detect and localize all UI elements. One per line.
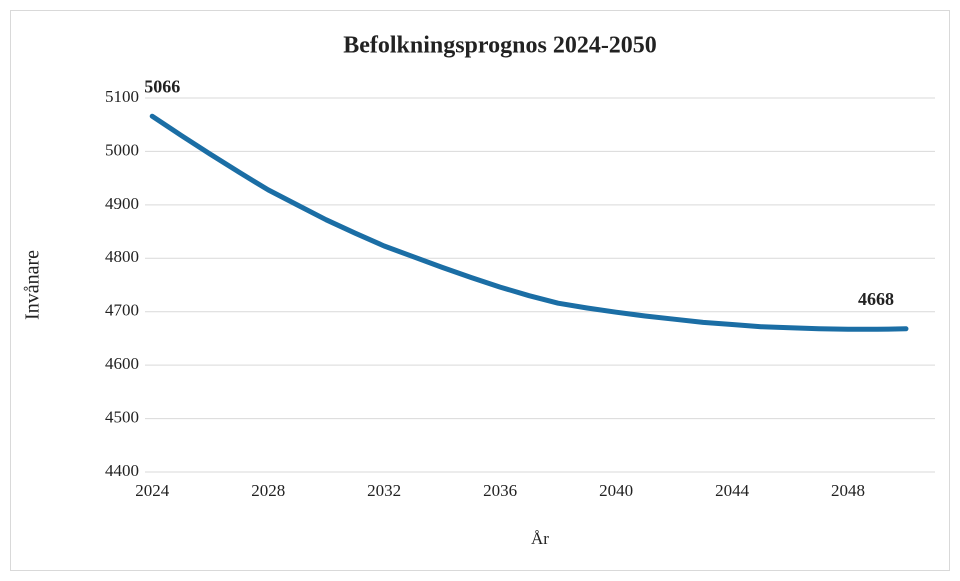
y-tick-label: 5100: [105, 87, 139, 106]
x-tick-label: 2044: [715, 481, 750, 500]
y-tick-label: 4500: [105, 407, 139, 426]
y-axis-label: Invånare: [22, 250, 44, 320]
y-tick-label: 4900: [105, 194, 139, 213]
data-label: 5066: [144, 76, 180, 96]
x-axis-label: År: [531, 529, 549, 548]
y-tick-label: 4800: [105, 247, 139, 266]
data-label: 4668: [858, 289, 894, 309]
x-tick-label: 2036: [483, 481, 517, 500]
line-series: [149, 113, 909, 332]
y-tick-label: 4600: [105, 354, 139, 373]
y-tick-label: 5000: [105, 140, 139, 159]
x-tick-label: 2028: [251, 481, 285, 500]
y-tick-label: 4400: [105, 461, 139, 480]
x-tick-label: 2048: [831, 481, 865, 500]
chart-border: [10, 10, 950, 571]
y-tick-label: 4700: [105, 301, 139, 320]
x-tick-label: 2024: [135, 481, 170, 500]
chart-title: Befolkningsprognos 2024-2050: [343, 33, 657, 59]
x-tick-label: 2040: [599, 481, 633, 500]
x-tick-label: 2032: [367, 481, 401, 500]
